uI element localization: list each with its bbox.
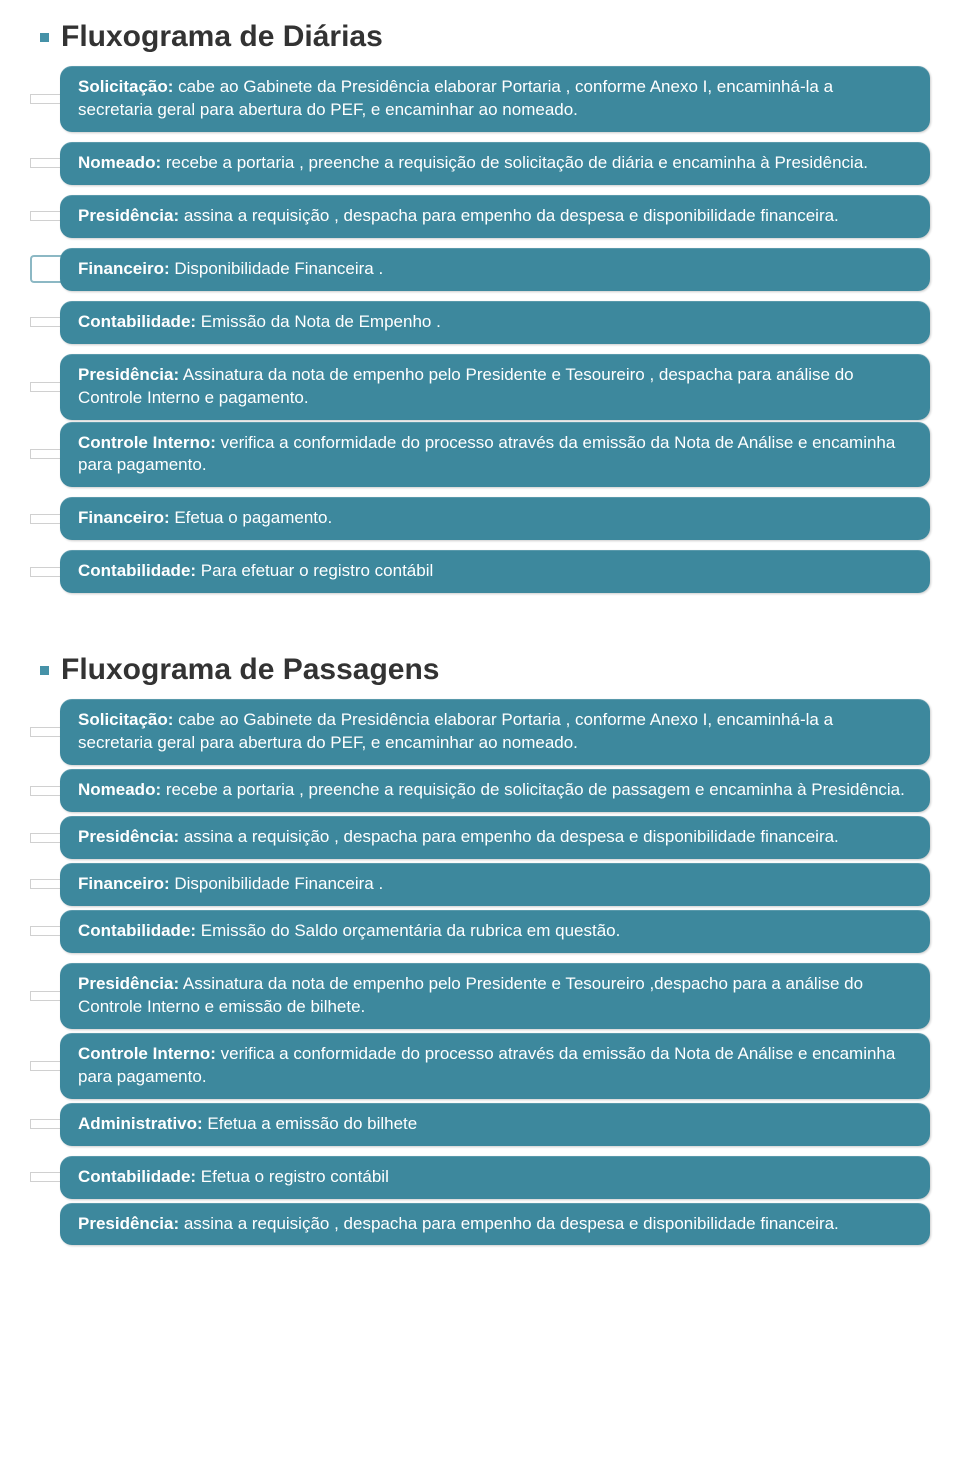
step-box: Contabilidade: Emissão da Nota de Empenh… [60,301,930,344]
step-label: Solicitação: [78,710,173,729]
step-text: recebe a portaria , preenche a requisiçã… [161,153,868,172]
section-title: Fluxograma de Passagens [61,653,440,687]
step-box: Contabilidade: Efetua o registro contábi… [60,1156,930,1199]
step-contabilidade-2: Contabilidade: Efetua o registro contábi… [60,1156,930,1199]
step-label: Contabilidade: [78,561,196,580]
step-nomeado: Nomeado: recebe a portaria , preenche a … [60,142,930,185]
step-label: Nomeado: [78,780,161,799]
step-label: Presidência: [78,827,179,846]
step-box: Administrativo: Efetua a emissão do bilh… [60,1103,930,1146]
step-text: assina a requisição , despacha para empe… [179,206,839,225]
step-financeiro-2: Financeiro: Efetua o pagamento. [60,497,930,540]
step-box: Solicitação: cabe ao Gabinete da Presidê… [60,66,930,132]
step-text: Disponibilidade Financeira . [170,259,384,278]
step-box: Controle Interno: verifica a conformidad… [60,1033,930,1099]
step-text: assina a requisição , despacha para empe… [179,827,839,846]
step-box: Presidência: assina a requisição , despa… [60,195,930,238]
bullet-icon [40,33,49,42]
step-box: Presidência: Assinatura da nota de empen… [60,354,930,420]
step-label: Presidência: [78,206,179,225]
step-box: Presidência: Assinatura da nota de empen… [60,963,930,1029]
step-administrativo: Administrativo: Efetua a emissão do bilh… [60,1103,930,1146]
step-presidencia-3: Presidência: assina a requisição , despa… [60,1203,930,1246]
step-text: Emissão da Nota de Empenho . [196,312,441,331]
step-label: Controle Interno: [78,433,216,452]
step-box: Controle Interno: verifica a conformidad… [60,422,930,488]
step-nomeado: Nomeado: recebe a portaria , preenche a … [60,769,930,812]
step-label: Controle Interno: [78,1044,216,1063]
step-contabilidade-1: Contabilidade: Emissão do Saldo orçament… [60,910,930,953]
step-box: Contabilidade: Emissão do Saldo orçament… [60,910,930,953]
step-financeiro: Financeiro: Disponibilidade Financeira . [60,863,930,906]
step-presidencia-2: Presidência: Assinatura da nota de empen… [60,354,930,420]
step-contabilidade-2: Contabilidade: Para efetuar o registro c… [60,550,930,593]
step-text: Disponibilidade Financeira . [170,874,384,893]
step-label: Administrativo: [78,1114,203,1133]
step-solicitacao: Solicitação: cabe ao Gabinete da Presidê… [60,66,930,132]
step-label: Financeiro: [78,874,170,893]
step-text: Efetua a emissão do bilhete [203,1114,418,1133]
section-header: Fluxograma de Passagens [30,653,930,687]
step-box: Nomeado: recebe a portaria , preenche a … [60,769,930,812]
step-box: Solicitação: cabe ao Gabinete da Presidê… [60,699,930,765]
step-box: Financeiro: Disponibilidade Financeira . [60,248,930,291]
step-text: Assinatura da nota de empenho pelo Presi… [78,974,863,1016]
step-text: Para efetuar o registro contábil [196,561,433,580]
step-text: cabe ao Gabinete da Presidência elaborar… [78,710,833,752]
step-presidencia-2: Presidência: Assinatura da nota de empen… [60,963,930,1029]
step-label: Presidência: [78,365,179,384]
step-presidencia-1: Presidência: assina a requisição , despa… [60,816,930,859]
step-controle-interno: Controle Interno: verifica a conformidad… [60,422,930,488]
step-solicitacao: Solicitação: cabe ao Gabinete da Presidê… [60,699,930,765]
step-text: assina a requisição , despacha para empe… [179,1214,839,1233]
step-label: Contabilidade: [78,312,196,331]
step-label: Financeiro: [78,508,170,527]
step-box: Financeiro: Disponibilidade Financeira . [60,863,930,906]
step-text: Emissão do Saldo orçamentária da rubrica… [196,921,620,940]
step-label: Contabilidade: [78,921,196,940]
step-label: Nomeado: [78,153,161,172]
bullet-icon [40,666,49,675]
step-controle-interno: Controle Interno: verifica a conformidad… [60,1033,930,1099]
step-text: cabe ao Gabinete da Presidência elaborar… [78,77,833,119]
step-text: Efetua o pagamento. [170,508,333,527]
section-header: Fluxograma de Diárias [30,20,930,54]
section-title: Fluxograma de Diárias [61,20,383,54]
step-text: recebe a portaria , preenche a requisiçã… [161,780,905,799]
step-box: Presidência: assina a requisição , despa… [60,1203,930,1246]
step-label: Presidência: [78,974,179,993]
step-label: Financeiro: [78,259,170,278]
step-contabilidade-1: Contabilidade: Emissão da Nota de Empenh… [60,301,930,344]
step-box: Presidência: assina a requisição , despa… [60,816,930,859]
step-box: Nomeado: recebe a portaria , preenche a … [60,142,930,185]
step-presidencia-1: Presidência: assina a requisição , despa… [60,195,930,238]
step-label: Solicitação: [78,77,173,96]
step-box: Financeiro: Efetua o pagamento. [60,497,930,540]
step-text: Efetua o registro contábil [196,1167,389,1186]
section-diarias: Fluxograma de Diárias Solicitação: cabe … [30,20,930,593]
step-group: Presidência: Assinatura da nota de empen… [30,354,930,488]
step-text: Assinatura da nota de empenho pelo Presi… [78,365,854,407]
step-box: Contabilidade: Para efetuar o registro c… [60,550,930,593]
step-financeiro-1: Financeiro: Disponibilidade Financeira . [60,248,930,291]
step-label: Contabilidade: [78,1167,196,1186]
section-passagens: Fluxograma de Passagens Solicitação: cab… [30,653,930,1245]
step-label: Presidência: [78,1214,179,1233]
